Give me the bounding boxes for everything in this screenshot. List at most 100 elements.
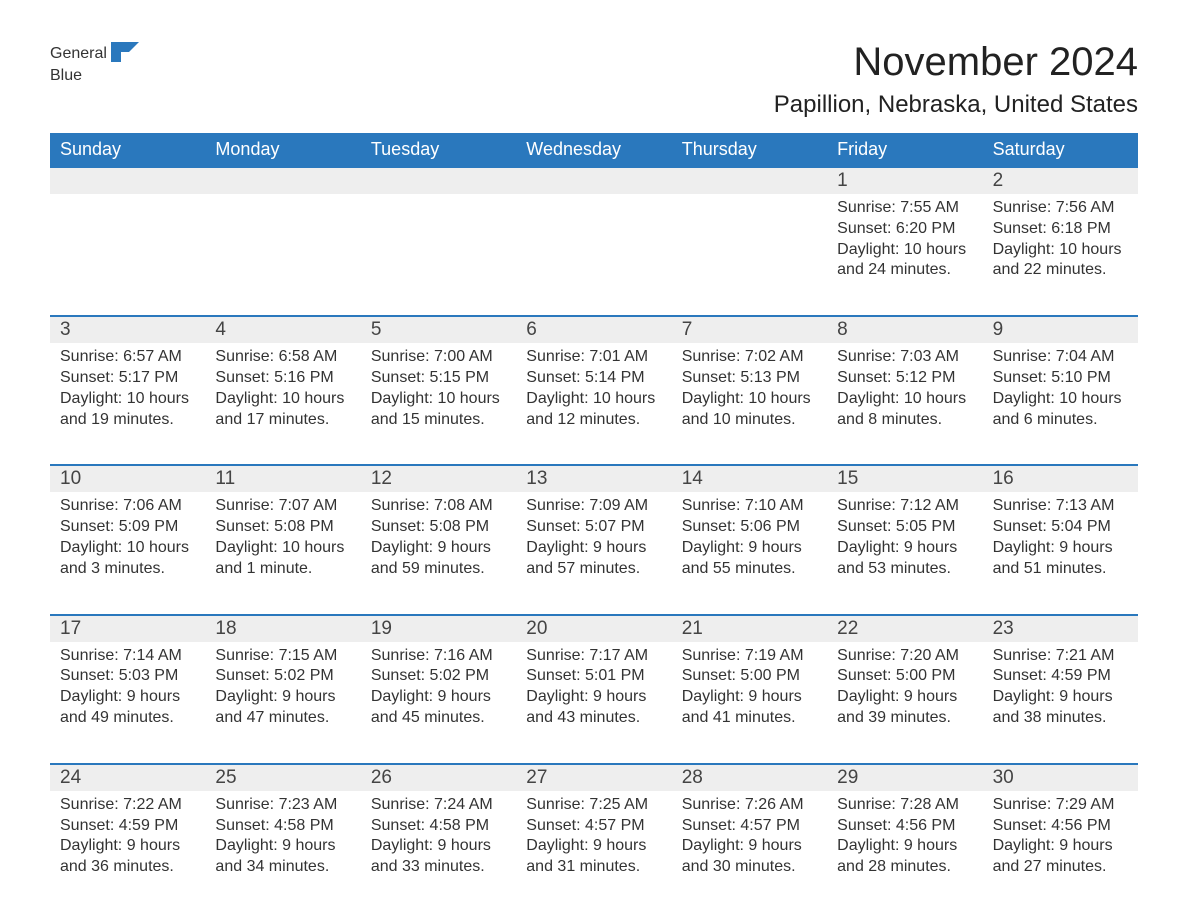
day-cell: Sunrise: 7:01 AMSunset: 5:14 PMDaylight:… xyxy=(516,343,671,438)
day-cell: Sunrise: 7:16 AMSunset: 5:02 PMDaylight:… xyxy=(361,642,516,737)
day-cell: Sunrise: 7:24 AMSunset: 4:58 PMDaylight:… xyxy=(361,791,516,886)
sunset-text: Sunset: 4:58 PM xyxy=(215,816,350,837)
daylight-text: Daylight: 10 hours and 8 minutes. xyxy=(837,389,972,431)
week-number-band: 17181920212223 xyxy=(50,614,1138,642)
day-number: 30 xyxy=(983,765,1138,791)
weekday-header: Sunday xyxy=(50,133,205,166)
sunrise-text: Sunrise: 7:02 AM xyxy=(682,347,817,368)
sunset-text: Sunset: 5:07 PM xyxy=(526,517,661,538)
sunrise-text: Sunrise: 7:22 AM xyxy=(60,795,195,816)
calendar: SundayMondayTuesdayWednesdayThursdayFrid… xyxy=(50,133,1138,886)
day-number: 17 xyxy=(50,616,205,642)
sunset-text: Sunset: 5:09 PM xyxy=(60,517,195,538)
day-number: 9 xyxy=(983,317,1138,343)
sunset-text: Sunset: 5:14 PM xyxy=(526,368,661,389)
day-cell: Sunrise: 7:29 AMSunset: 4:56 PMDaylight:… xyxy=(983,791,1138,886)
sunrise-text: Sunrise: 7:03 AM xyxy=(837,347,972,368)
day-number: 7 xyxy=(672,317,827,343)
day-number: 10 xyxy=(50,466,205,492)
sunrise-text: Sunrise: 7:15 AM xyxy=(215,646,350,667)
day-number: 8 xyxy=(827,317,982,343)
day-info: Sunrise: 7:19 AMSunset: 5:00 PMDaylight:… xyxy=(682,642,817,729)
sunrise-text: Sunrise: 7:06 AM xyxy=(60,496,195,517)
day-number: 28 xyxy=(672,765,827,791)
day-cell: Sunrise: 7:08 AMSunset: 5:08 PMDaylight:… xyxy=(361,492,516,587)
sunset-text: Sunset: 5:00 PM xyxy=(837,666,972,687)
week-number-band: 3456789 xyxy=(50,315,1138,343)
week-number-band: 10111213141516 xyxy=(50,464,1138,492)
day-info: Sunrise: 7:56 AMSunset: 6:18 PMDaylight:… xyxy=(993,194,1128,281)
sunrise-text: Sunrise: 7:29 AM xyxy=(993,795,1128,816)
sunrise-text: Sunrise: 7:00 AM xyxy=(371,347,506,368)
day-cell xyxy=(205,194,360,289)
day-info: Sunrise: 7:14 AMSunset: 5:03 PMDaylight:… xyxy=(60,642,195,729)
week-info-row: Sunrise: 7:55 AMSunset: 6:20 PMDaylight:… xyxy=(50,194,1138,289)
daylight-text: Daylight: 9 hours and 47 minutes. xyxy=(215,687,350,729)
sunrise-text: Sunrise: 7:01 AM xyxy=(526,347,661,368)
day-info: Sunrise: 7:17 AMSunset: 5:01 PMDaylight:… xyxy=(526,642,661,729)
weekday-header: Saturday xyxy=(983,133,1138,166)
brand-logo: General Blue xyxy=(50,40,143,85)
daylight-text: Daylight: 10 hours and 12 minutes. xyxy=(526,389,661,431)
daylight-text: Daylight: 9 hours and 33 minutes. xyxy=(371,836,506,878)
day-info: Sunrise: 7:08 AMSunset: 5:08 PMDaylight:… xyxy=(371,492,506,579)
sunset-text: Sunset: 6:20 PM xyxy=(837,219,972,240)
sunset-text: Sunset: 5:03 PM xyxy=(60,666,195,687)
day-cell: Sunrise: 7:03 AMSunset: 5:12 PMDaylight:… xyxy=(827,343,982,438)
sunrise-text: Sunrise: 7:23 AM xyxy=(215,795,350,816)
month-year-title: November 2024 xyxy=(853,40,1138,85)
weekday-header-row: SundayMondayTuesdayWednesdayThursdayFrid… xyxy=(50,133,1138,166)
sunrise-text: Sunrise: 7:56 AM xyxy=(993,198,1128,219)
daylight-text: Daylight: 9 hours and 53 minutes. xyxy=(837,538,972,580)
day-info: Sunrise: 7:20 AMSunset: 5:00 PMDaylight:… xyxy=(837,642,972,729)
week-info-row: Sunrise: 7:14 AMSunset: 5:03 PMDaylight:… xyxy=(50,642,1138,737)
day-cell: Sunrise: 7:15 AMSunset: 5:02 PMDaylight:… xyxy=(205,642,360,737)
day-info: Sunrise: 7:00 AMSunset: 5:15 PMDaylight:… xyxy=(371,343,506,430)
sunrise-text: Sunrise: 7:24 AM xyxy=(371,795,506,816)
day-info: Sunrise: 7:12 AMSunset: 5:05 PMDaylight:… xyxy=(837,492,972,579)
sunrise-text: Sunrise: 7:08 AM xyxy=(371,496,506,517)
day-number: 29 xyxy=(827,765,982,791)
weekday-header: Monday xyxy=(205,133,360,166)
day-number: 2 xyxy=(983,168,1138,194)
daylight-text: Daylight: 10 hours and 17 minutes. xyxy=(215,389,350,431)
day-cell: Sunrise: 7:06 AMSunset: 5:09 PMDaylight:… xyxy=(50,492,205,587)
day-number: 23 xyxy=(983,616,1138,642)
day-cell xyxy=(361,194,516,289)
day-cell xyxy=(50,194,205,289)
day-cell: Sunrise: 7:00 AMSunset: 5:15 PMDaylight:… xyxy=(361,343,516,438)
day-cell: Sunrise: 6:57 AMSunset: 5:17 PMDaylight:… xyxy=(50,343,205,438)
day-cell: Sunrise: 7:21 AMSunset: 4:59 PMDaylight:… xyxy=(983,642,1138,737)
day-cell: Sunrise: 7:14 AMSunset: 5:03 PMDaylight:… xyxy=(50,642,205,737)
daylight-text: Daylight: 9 hours and 28 minutes. xyxy=(837,836,972,878)
day-number: 11 xyxy=(205,466,360,492)
day-info: Sunrise: 7:03 AMSunset: 5:12 PMDaylight:… xyxy=(837,343,972,430)
day-cell xyxy=(672,194,827,289)
daylight-text: Daylight: 9 hours and 27 minutes. xyxy=(993,836,1128,878)
daylight-text: Daylight: 9 hours and 55 minutes. xyxy=(682,538,817,580)
day-number: 12 xyxy=(361,466,516,492)
sunrise-text: Sunrise: 7:04 AM xyxy=(993,347,1128,368)
day-cell: Sunrise: 7:22 AMSunset: 4:59 PMDaylight:… xyxy=(50,791,205,886)
sunset-text: Sunset: 4:57 PM xyxy=(526,816,661,837)
weekday-header: Wednesday xyxy=(516,133,671,166)
brand-word-1: General xyxy=(50,45,107,63)
day-info: Sunrise: 7:55 AMSunset: 6:20 PMDaylight:… xyxy=(837,194,972,281)
day-info: Sunrise: 6:57 AMSunset: 5:17 PMDaylight:… xyxy=(60,343,195,430)
sunset-text: Sunset: 5:08 PM xyxy=(371,517,506,538)
day-cell: Sunrise: 7:28 AMSunset: 4:56 PMDaylight:… xyxy=(827,791,982,886)
sunset-text: Sunset: 4:59 PM xyxy=(993,666,1128,687)
day-info: Sunrise: 6:58 AMSunset: 5:16 PMDaylight:… xyxy=(215,343,350,430)
day-number: 21 xyxy=(672,616,827,642)
day-number: 27 xyxy=(516,765,671,791)
day-cell: Sunrise: 7:10 AMSunset: 5:06 PMDaylight:… xyxy=(672,492,827,587)
week-info-row: Sunrise: 6:57 AMSunset: 5:17 PMDaylight:… xyxy=(50,343,1138,438)
sunset-text: Sunset: 5:00 PM xyxy=(682,666,817,687)
sunrise-text: Sunrise: 7:12 AM xyxy=(837,496,972,517)
daylight-text: Daylight: 9 hours and 51 minutes. xyxy=(993,538,1128,580)
week-number-band: .....12 xyxy=(50,166,1138,194)
day-cell: Sunrise: 7:25 AMSunset: 4:57 PMDaylight:… xyxy=(516,791,671,886)
sunrise-text: Sunrise: 7:28 AM xyxy=(837,795,972,816)
daylight-text: Daylight: 9 hours and 39 minutes. xyxy=(837,687,972,729)
day-info: Sunrise: 7:26 AMSunset: 4:57 PMDaylight:… xyxy=(682,791,817,878)
